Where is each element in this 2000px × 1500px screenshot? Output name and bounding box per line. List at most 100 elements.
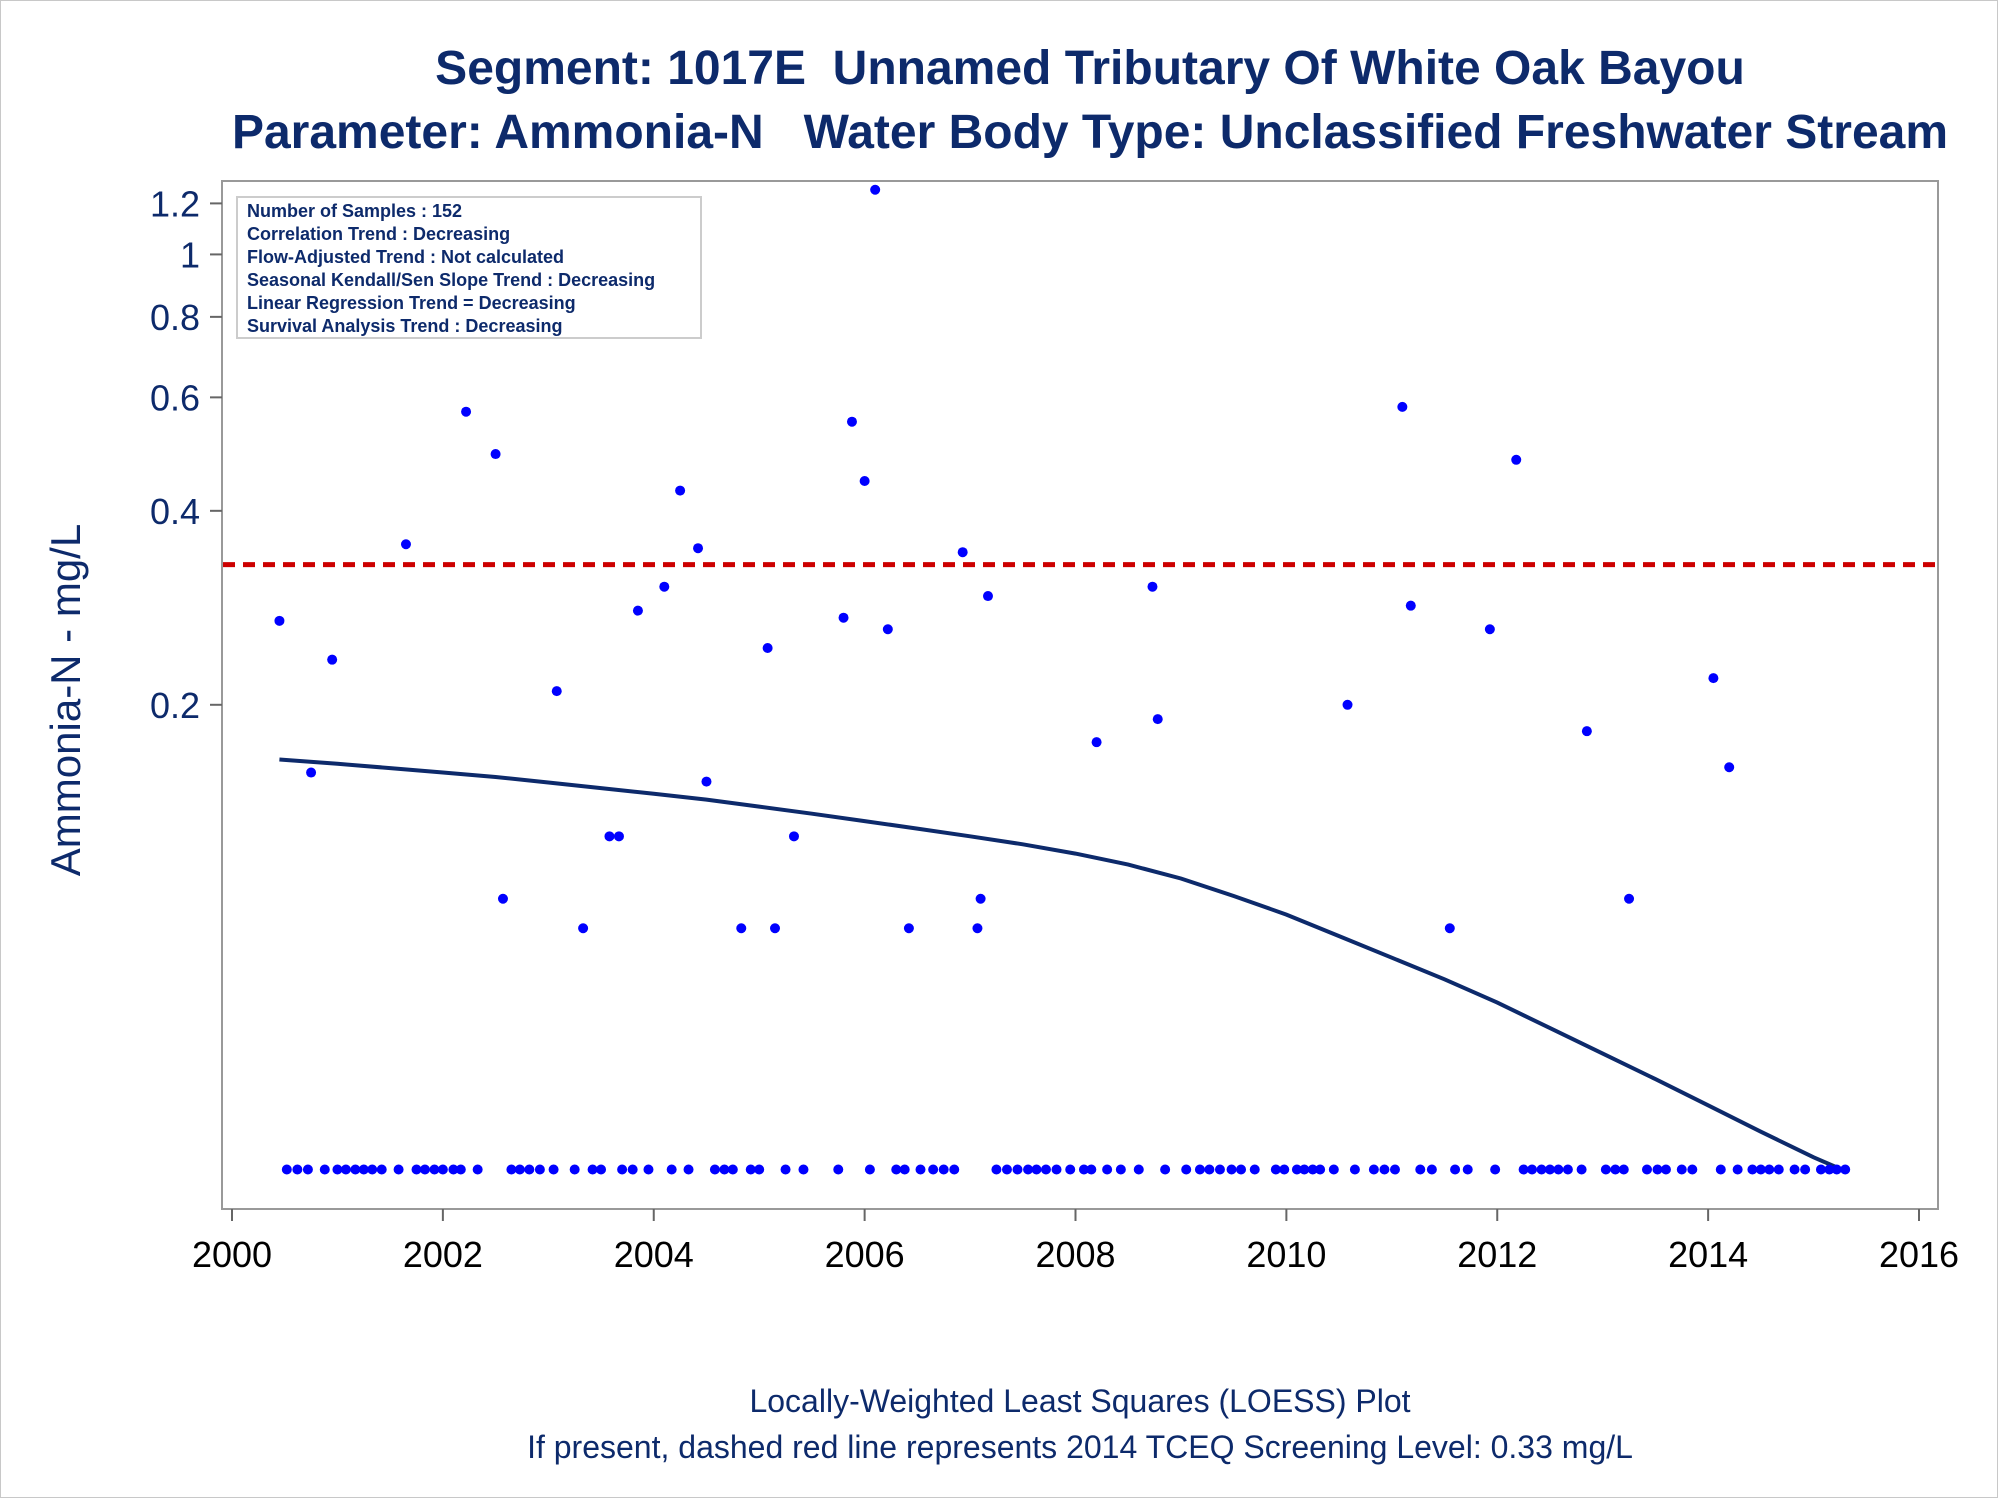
sample-point	[693, 543, 704, 554]
sample-point	[838, 612, 849, 623]
sample-point-nondetect	[1687, 1164, 1698, 1175]
sample-point-nondetect	[393, 1164, 404, 1175]
sample-point-nondetect	[617, 1164, 628, 1175]
sample-point	[1708, 673, 1719, 684]
sample-point-nondetect	[429, 1164, 440, 1175]
sample-point-nondetect	[1840, 1164, 1851, 1175]
sample-point-nondetect	[1102, 1164, 1113, 1175]
sample-point-nondetect	[709, 1164, 720, 1175]
sample-point	[306, 767, 317, 778]
x-axis: 2000 2002 2004 2006 2008 2010 2012 2014 2016	[192, 1209, 1959, 1275]
sample-point-nondetect	[1078, 1164, 1089, 1175]
sample-point	[701, 776, 712, 787]
x-tick-label: 2016	[1879, 1234, 1959, 1275]
sample-point	[788, 831, 799, 842]
stats-box-frame	[236, 196, 702, 339]
sample-point	[762, 643, 773, 654]
footer-plot-type: Locally-Weighted Least Squares (LOESS) P…	[749, 1383, 1410, 1419]
sample-point-nondetect	[1764, 1164, 1775, 1175]
sample-point-nondetect	[1270, 1164, 1281, 1175]
sample-point	[975, 893, 986, 904]
stats-survival: Survival Analysis Trend : Decreasing	[247, 316, 562, 336]
sample-point	[770, 923, 781, 934]
sample-point	[1484, 624, 1495, 635]
sample-point-nondetect	[1462, 1164, 1473, 1175]
sample-point-nondetect	[524, 1164, 535, 1175]
x-tick-label: 2012	[1457, 1234, 1537, 1275]
stats-box: Number of Samples : 152 Correlation Tren…	[236, 196, 702, 339]
sample-point-nondetect	[1194, 1164, 1205, 1175]
sample-point-nondetect	[281, 1164, 292, 1175]
sample-point	[1091, 737, 1102, 748]
sample-point	[957, 547, 968, 558]
sample-point-nondetect	[798, 1164, 809, 1175]
x-tick-label: 2002	[403, 1234, 483, 1275]
sample-point-nondetect	[1023, 1164, 1034, 1175]
sample-point-nondetect	[534, 1164, 545, 1175]
sample-point	[1147, 581, 1158, 592]
sample-point	[1724, 762, 1735, 773]
y-axis-label: Ammonia-N - mg/L	[42, 524, 89, 876]
sample-point	[982, 591, 993, 602]
stats-flow-adjusted: Flow-Adjusted Trend : Not calculated	[247, 247, 564, 267]
loess-curve	[279, 757, 1846, 1173]
sample-point-nondetect	[1527, 1164, 1538, 1175]
sample-point-nondetect	[1204, 1164, 1215, 1175]
sample-point-nondetect	[949, 1164, 960, 1175]
sample-point	[490, 449, 501, 460]
stats-samples: Number of Samples : 152	[247, 201, 462, 221]
sample-point-nondetect	[1676, 1164, 1687, 1175]
footer-screening-note: If present, dashed red line represents 2…	[527, 1429, 1633, 1465]
sample-point-nondetect	[419, 1164, 430, 1175]
x-tick-label: 2008	[1035, 1234, 1115, 1275]
sample-point	[578, 923, 589, 934]
sample-point	[1624, 893, 1635, 904]
sample-point-nondetect	[899, 1164, 910, 1175]
stats-seasonal-kendall: Seasonal Kendall/Sen Slope Trend : Decre…	[247, 270, 655, 290]
sample-point-nondetect	[1660, 1164, 1671, 1175]
y-tick-label: 0.4	[150, 491, 200, 532]
sample-point-nondetect	[506, 1164, 517, 1175]
sample-point-nondetect	[1610, 1164, 1621, 1175]
y-tick-label: 0.2	[150, 685, 200, 726]
sample-point-nondetect	[1800, 1164, 1811, 1175]
sample-point	[1405, 600, 1416, 611]
sample-point-nondetect	[727, 1164, 738, 1175]
sample-point-nondetect	[891, 1164, 902, 1175]
sample-point-nondetect	[1086, 1164, 1097, 1175]
sample-point-nondetect	[358, 1164, 369, 1175]
sample-point-nondetect	[1562, 1164, 1573, 1175]
y-tick-label: 1	[180, 234, 200, 275]
sample-point-nondetect	[643, 1164, 654, 1175]
sample-point-nondetect	[1732, 1164, 1743, 1175]
sample-point-nondetect	[1518, 1164, 1529, 1175]
sample-point-nondetect	[1368, 1164, 1379, 1175]
sample-point-nondetect	[1065, 1164, 1076, 1175]
sample-point-nondetect	[1379, 1164, 1390, 1175]
sample-point-nondetect	[666, 1164, 677, 1175]
sample-point-nondetect	[1291, 1164, 1302, 1175]
sample-point-nondetect	[319, 1164, 330, 1175]
sample-point-nondetect	[1299, 1164, 1310, 1175]
sample-point-nondetect	[1831, 1164, 1842, 1175]
sample-point-nondetect	[1226, 1164, 1237, 1175]
x-tick-label: 2004	[614, 1234, 694, 1275]
sample-point-nondetect	[1536, 1164, 1547, 1175]
sample-point-nondetect	[1328, 1164, 1339, 1175]
y-tick-label: 0.6	[150, 377, 200, 418]
sample-points	[274, 184, 1851, 1175]
sample-point-nondetect	[1824, 1164, 1835, 1175]
sample-point-nondetect	[1389, 1164, 1400, 1175]
sample-point-nondetect	[928, 1164, 939, 1175]
sample-point-nondetect	[1181, 1164, 1192, 1175]
y-tick-label: 0.8	[150, 297, 200, 338]
sample-point-nondetect	[780, 1164, 791, 1175]
sample-point-nondetect	[1001, 1164, 1012, 1175]
sample-point	[274, 615, 285, 626]
sample-point	[1511, 454, 1522, 465]
stats-correlation: Correlation Trend : Decreasing	[247, 224, 510, 244]
stats-linear-regression: Linear Regression Trend = Decreasing	[247, 293, 576, 313]
x-tick-label: 2000	[192, 1234, 272, 1275]
sample-point-nondetect	[833, 1164, 844, 1175]
